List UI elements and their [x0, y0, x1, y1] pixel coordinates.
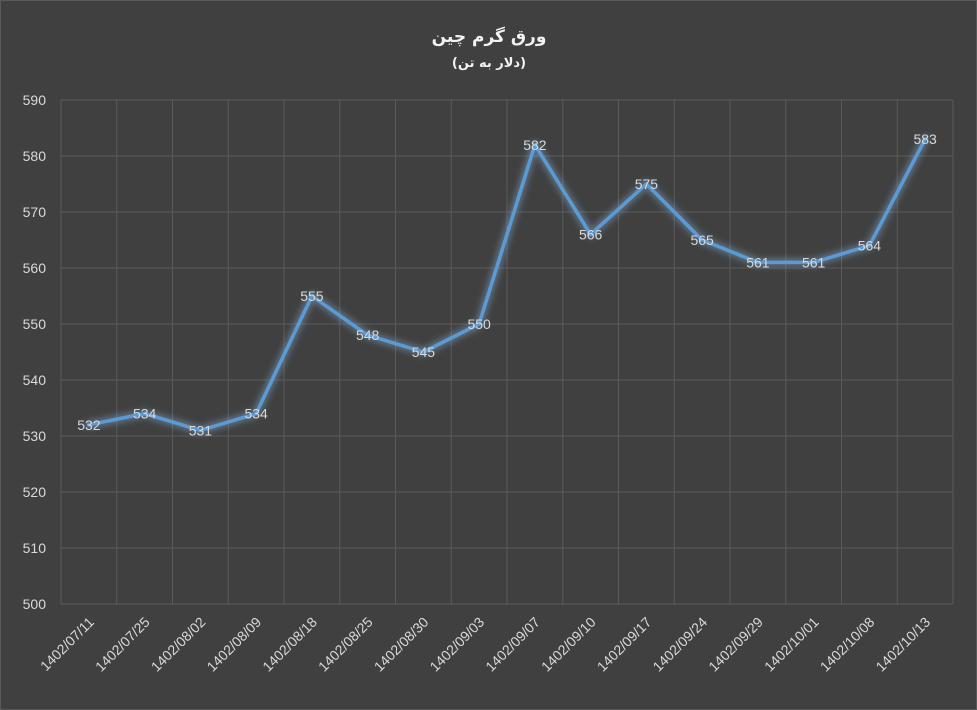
y-tick-label: 580	[23, 148, 47, 164]
y-tick-label: 510	[23, 540, 47, 556]
x-tick-label: 1402/10/08	[817, 614, 878, 675]
data-point	[532, 142, 537, 147]
data-label: 532	[77, 417, 101, 433]
data-label: 534	[133, 406, 157, 422]
data-labels: 532 534 531 534 555 548 545 550 582 566 575 565 561 5…	[77, 131, 937, 438]
data-label: 565	[690, 232, 714, 248]
x-tick-label: 1402/08/18	[259, 614, 320, 675]
x-tick-label: 1402/10/01	[761, 614, 822, 675]
data-label: 534	[244, 406, 268, 422]
x-tick-label: 1402/08/02	[148, 614, 209, 675]
data-label: 575	[635, 176, 659, 192]
data-label: 550	[467, 316, 491, 332]
series-line	[87, 137, 927, 433]
x-tick-label: 1402/08/30	[371, 614, 432, 675]
y-tick-label: 500	[23, 596, 47, 612]
data-point	[142, 411, 147, 416]
y-tick-label: 520	[23, 484, 47, 500]
x-tick-label: 1402/10/13	[872, 614, 933, 675]
data-point	[644, 182, 649, 186]
data-point	[365, 333, 370, 338]
x-tick-label: 1402/09/17	[594, 614, 655, 675]
data-label: 548	[356, 327, 380, 343]
y-tick-label: 590	[23, 92, 47, 108]
data-point	[86, 422, 91, 427]
data-point	[867, 243, 872, 248]
data-point	[923, 137, 928, 142]
data-point	[588, 232, 593, 237]
data-point	[309, 294, 314, 298]
data-label: 545	[412, 344, 436, 360]
data-label: 564	[858, 238, 882, 254]
y-tick-label: 530	[23, 428, 47, 444]
data-label: 582	[523, 137, 547, 153]
series-layer	[84, 134, 930, 435]
data-point	[811, 260, 816, 265]
x-tick-label: 1402/09/29	[705, 614, 766, 675]
y-tick-label: 560	[23, 260, 47, 276]
data-label: 583	[913, 131, 937, 147]
data-label: 561	[746, 254, 770, 270]
y-tick-label: 550	[23, 316, 47, 332]
x-axis: 1402/07/111402/07/251402/08/021402/08/09…	[37, 614, 934, 675]
grid-layer	[60, 99, 954, 605]
y-axis: 500 510 520 530 540 550 560 570 580 590	[23, 92, 47, 612]
chart-subtitle: (دلار به تن)	[452, 56, 526, 71]
x-tick-label: 1402/07/11	[37, 614, 97, 674]
y-tick-label: 540	[23, 372, 47, 388]
data-point	[421, 350, 426, 354]
data-label: 531	[189, 422, 213, 438]
chart-title: ورق گرم چین	[432, 26, 547, 47]
x-tick-label: 1402/07/25	[92, 614, 153, 675]
data-point	[700, 238, 705, 242]
data-point	[477, 322, 482, 326]
data-point	[755, 260, 760, 265]
x-tick-label: 1402/08/25	[315, 614, 376, 675]
x-tick-label: 1402/09/03	[426, 614, 487, 675]
data-label: 561	[802, 254, 826, 270]
data-label: 566	[579, 226, 603, 242]
x-tick-label: 1402/09/10	[538, 614, 599, 675]
y-tick-label: 570	[23, 204, 47, 220]
x-tick-label: 1402/08/09	[203, 614, 264, 675]
data-point	[198, 428, 203, 433]
data-label: 555	[300, 288, 324, 304]
x-tick-label: 1402/09/07	[482, 614, 543, 675]
data-point	[254, 411, 259, 416]
x-tick-label: 1402/09/24	[649, 614, 710, 675]
